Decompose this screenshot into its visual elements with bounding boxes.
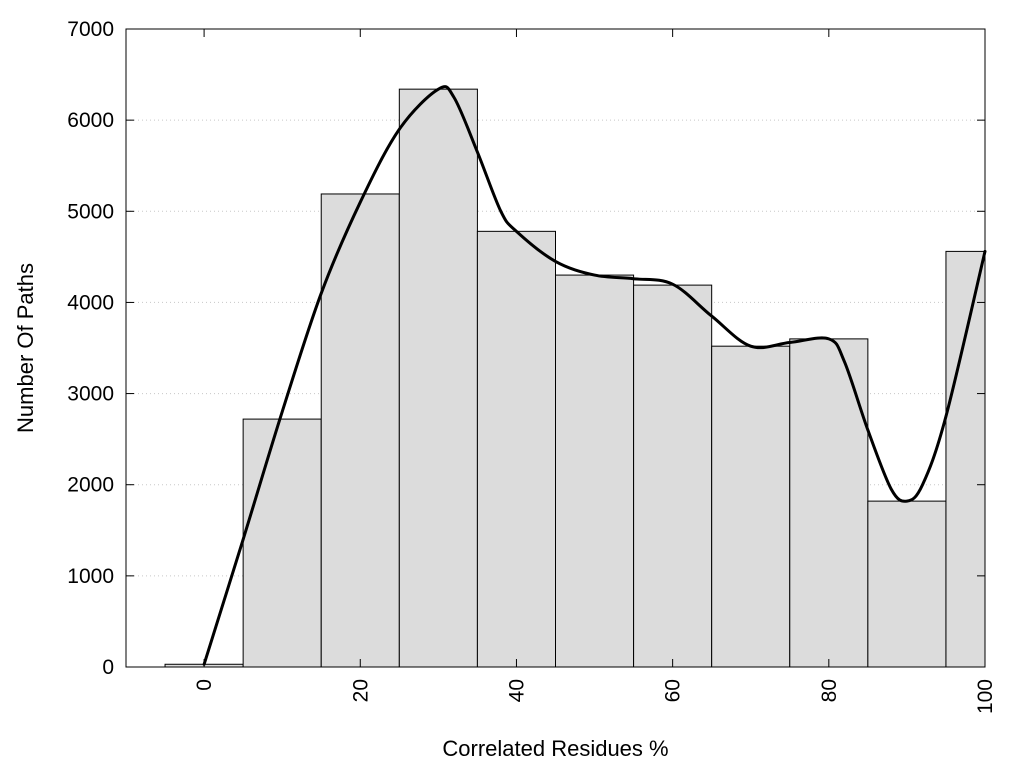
x-tick-label: 80 [818,679,841,702]
y-axis-ticks: 0 1000 2000 3000 4000 5000 6000 7000 [67,18,985,679]
bars [164,88,986,668]
histogram-bar [242,418,322,668]
histogram-bar [633,284,713,668]
y-tick-label: 4000 [67,291,114,314]
histogram-bar [789,338,869,668]
y-tick-label: 1000 [67,565,114,588]
histogram-bar [476,230,556,668]
x-axis-ticks: 0 20 40 60 80 100 [193,29,997,714]
y-tick-label: 0 [102,656,114,679]
y-tick-label: 3000 [67,383,114,406]
plot-frame [125,28,986,668]
x-tick-label: 100 [974,679,997,714]
y-axis-title: Number Of Paths [13,263,38,433]
histogram-bar [398,88,478,668]
x-tick-label: 60 [662,679,685,702]
histogram-bar [945,250,986,668]
histogram-bar [711,345,791,668]
histogram-bar [555,274,635,668]
y-tick-label: 6000 [67,109,114,132]
smoothed-curve [202,85,987,666]
x-axis-title: Correlated Residues % [442,736,668,761]
histogram-bar [867,500,947,668]
x-tick-label: 40 [505,679,528,702]
y-tick-label: 7000 [67,18,114,41]
y-tick-label: 2000 [67,474,114,497]
y-tick-label: 5000 [67,200,114,223]
x-tick-label: 0 [193,679,216,691]
x-tick-label: 20 [349,679,372,702]
